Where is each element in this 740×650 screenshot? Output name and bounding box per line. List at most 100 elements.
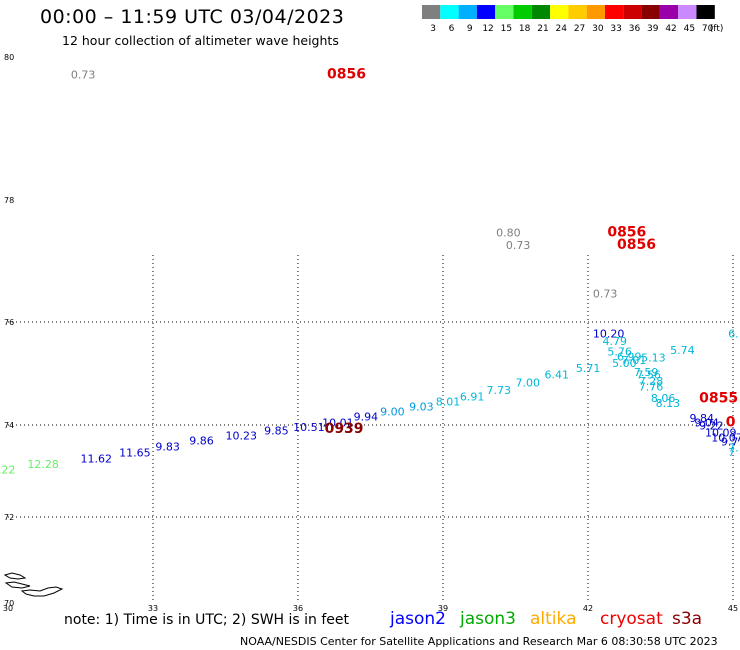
- y-tick-label: 78: [4, 196, 14, 205]
- wave-height-label: 4.79: [603, 335, 628, 348]
- legend-swatch: [623, 5, 642, 19]
- y-tick-label: 70: [4, 599, 14, 608]
- legend-label: 27: [574, 24, 585, 34]
- note-text: note: 1) Time is in UTC; 2) SWH is in fe…: [64, 612, 350, 628]
- legend-swatch: [422, 5, 441, 19]
- legend-label: 21: [537, 24, 548, 34]
- legend-swatch: [659, 5, 679, 19]
- wave-height-label: 5.76: [607, 345, 632, 358]
- wave-height-label: 10.01: [322, 416, 354, 429]
- wave-height-label: 9.04: [694, 416, 719, 429]
- wave-height-legend: 3 6 9 12 15 18 21 24 27 30 33 36 39 42 45 70(ft): [422, 5, 724, 34]
- wave-height-label: 8.01: [436, 395, 461, 408]
- observation-time-label: 0855: [699, 390, 738, 406]
- y-tick-label: 72: [4, 513, 14, 522]
- legend-unit: (ft): [710, 24, 724, 34]
- x-tick-label: 36: [293, 604, 303, 613]
- y-tick-label: 74: [4, 421, 14, 430]
- legend-label: 9: [467, 24, 473, 34]
- wave-height-label: 7: [728, 446, 735, 459]
- observation-time-label: 0939: [325, 421, 364, 437]
- x-tick-label: 33: [148, 604, 158, 613]
- wave-height-label: 10.07: [711, 432, 740, 445]
- legend-swatch: [513, 5, 532, 19]
- x-tick-label: 45: [728, 604, 738, 613]
- lat-lon-grid: [8, 255, 734, 603]
- wave-height-label: 10.23: [226, 430, 258, 443]
- wave-height-label: 11.65: [119, 446, 150, 459]
- wave-height-label: 9.85: [264, 425, 289, 438]
- x-tick-label: 42: [583, 604, 593, 613]
- x-tick-label: 30: [3, 604, 13, 613]
- legend-label: 70: [702, 24, 714, 34]
- map-subtitle: 12 hour collection of altimeter wave hei…: [62, 33, 339, 48]
- observation-time-label: 0: [726, 414, 736, 430]
- satellite-name-altika: altika: [530, 609, 577, 629]
- wave-height-label: 7.: [728, 442, 739, 455]
- legend-swatch: [605, 5, 624, 19]
- y-tick-label: 80: [4, 53, 14, 62]
- wave-height-label: 10.20: [593, 327, 625, 340]
- legend-swatch: [495, 5, 514, 19]
- legend-swatch: [458, 5, 477, 19]
- wave-height-label: 9.00: [380, 406, 405, 419]
- wave-height-label: 7.56: [636, 369, 661, 382]
- legend-label: 30: [592, 24, 604, 34]
- satellite-name-cryosat: cryosat: [600, 609, 663, 629]
- wave-height-label: 9.22: [699, 420, 724, 433]
- wave-height-label: 0.80: [496, 227, 520, 240]
- wave-height-label: 8.06: [651, 392, 676, 405]
- wave-height-label: 6.: [728, 327, 739, 340]
- legend-label: 36: [629, 24, 641, 34]
- legend-swatch: [531, 5, 551, 19]
- satellite-name-s3a: s3a: [672, 609, 703, 629]
- wave-height-label: 7.00: [516, 376, 541, 389]
- wave-height-label: 10.51: [293, 421, 325, 434]
- legend-swatch: [678, 5, 697, 19]
- wave-height-label: 7.73: [487, 384, 512, 397]
- wave-height-label: 5.74: [670, 344, 695, 357]
- wave-height-label: 9.03: [409, 401, 434, 414]
- credit-line: NOAA/NESDIS Center for Satellite Applica…: [240, 635, 718, 648]
- wave-height-label: 12.28: [27, 458, 59, 471]
- satellite-name-jason2: jason2: [390, 609, 446, 629]
- legend-label: 15: [501, 24, 512, 34]
- legend-swatch: [586, 5, 605, 19]
- legend-label: 45: [684, 24, 695, 34]
- observation-time-label: 0856: [327, 66, 366, 82]
- observation-time-label: 0856: [617, 237, 656, 253]
- legend-swatch: [550, 5, 569, 19]
- legend-label: 33: [610, 24, 621, 34]
- legend-swatch: [568, 5, 587, 19]
- wave-height-label: 0.73: [593, 288, 618, 301]
- x-tick-label: 39: [438, 604, 448, 613]
- wave-height-label: 7.28: [639, 375, 664, 388]
- legend-swatch: [641, 5, 660, 19]
- legend-swatch: [476, 5, 496, 19]
- coastline: [3, 572, 64, 597]
- wave-height-label: 6.91: [460, 390, 485, 403]
- legend-label: 24: [556, 24, 568, 34]
- legend-label: 12: [482, 24, 493, 34]
- wave-height-label: 6.41: [545, 369, 570, 382]
- legend-swatch: [440, 5, 459, 19]
- legend-swatch: [696, 5, 715, 19]
- wave-height-label: 8.13: [656, 397, 681, 410]
- wave-height-label: 0.73: [506, 239, 531, 252]
- observation-time-label: 0856: [607, 225, 646, 241]
- wave-height-label: 5.71: [576, 362, 601, 375]
- wave-height-label: 9.83: [155, 440, 180, 453]
- wave-height-label: 0.73: [71, 68, 96, 81]
- wave-height-label: 9.84: [690, 412, 715, 425]
- wave-height-label: 6.99: [617, 351, 642, 364]
- legend-label: 42: [665, 24, 676, 34]
- wave-height-label: 7.01: [622, 354, 647, 367]
- satellite-name-jason3: jason3: [460, 609, 516, 629]
- legend-label: 18: [519, 24, 531, 34]
- wave-height-label: 9.86: [189, 434, 214, 447]
- legend-label: 3: [430, 24, 436, 34]
- wave-height-label: 7.76: [639, 380, 664, 393]
